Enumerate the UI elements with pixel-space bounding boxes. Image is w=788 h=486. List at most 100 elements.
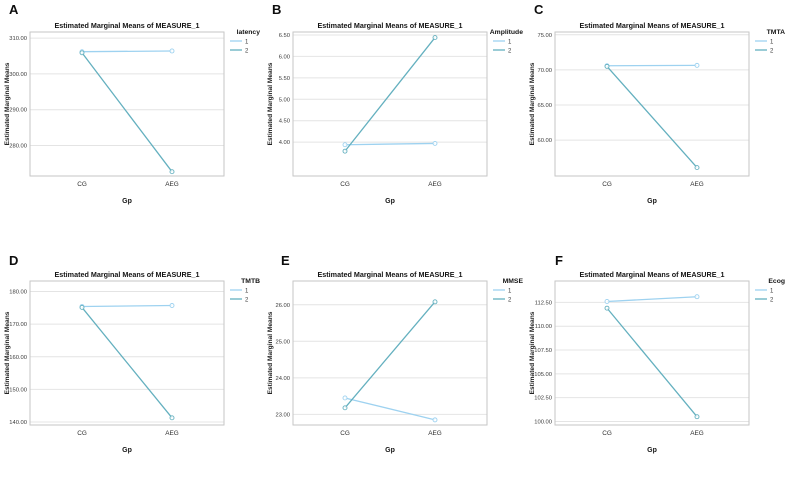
series-line-1 [81, 50, 173, 53]
y-axis-label: Estimated Marginal Means [4, 311, 11, 394]
series-line-2 [606, 307, 698, 418]
data-point-marker [169, 169, 175, 175]
data-point-marker [79, 304, 85, 310]
plot-area: 112.50 110.00 107.50 105.00 102.50 100.00 CG AE… [535, 280, 750, 437]
y-tick-label: 60.00 [538, 138, 553, 144]
series-line-1 [607, 296, 698, 303]
panel-letter: A [9, 2, 19, 17]
plot-frame [29, 280, 225, 426]
line-chart-d: D Estimated Marginal Means of MEASURE_1 … [4, 253, 260, 454]
panel-letter: B [272, 2, 281, 17]
x-axis-label: Gp [122, 198, 132, 205]
series-line-2 [344, 37, 436, 152]
data-point-marker [342, 395, 348, 401]
y-tick-label: 4.50 [278, 119, 289, 125]
y-tick-label: 102.50 [535, 396, 553, 402]
x-category-label: AEG [428, 430, 442, 437]
line-chart-e: E Estimated Marginal Means of MEASURE_1 … [267, 253, 523, 454]
y-axis-label: Estimated Marginal Means [267, 311, 274, 394]
x-category-label: AEG [165, 181, 179, 188]
y-tick-label: 107.50 [535, 348, 553, 354]
x-category-label: CG [77, 430, 87, 437]
plot-frame [292, 31, 488, 177]
x-category-label: CG [603, 181, 613, 188]
y-tick-label: 290.00 [9, 108, 27, 114]
legend-entry-label: 1 [245, 289, 249, 295]
plot-frame [29, 31, 225, 177]
x-axis-label: Gp [385, 447, 395, 454]
series-line-2 [344, 301, 436, 409]
x-category-label: CG [340, 430, 350, 437]
y-tick-label: 105.00 [535, 372, 553, 378]
legend-entry-label: 1 [245, 40, 249, 46]
y-tick-label: 280.00 [9, 144, 27, 150]
panel-e: E Estimated Marginal Means of MEASURE_1 … [262, 243, 526, 486]
y-tick-label: 180.00 [9, 289, 27, 295]
y-axis-label: Estimated Marginal Means [529, 311, 536, 394]
chart-title: Estimated Marginal Means of MEASURE_1 [317, 21, 462, 30]
line-chart-f: F Estimated Marginal Means of MEASURE_1 … [529, 253, 786, 454]
legend-entry-label: 1 [508, 40, 512, 46]
chart-title: Estimated Marginal Means of MEASURE_1 [580, 21, 725, 30]
line-chart-b: B Estimated Marginal Means of MEASURE_1 … [267, 2, 523, 205]
legend-entry-label: 1 [770, 289, 774, 295]
legend-entry-label: 1 [770, 40, 774, 46]
x-category-label: CG [340, 181, 350, 188]
y-tick-label: 100.00 [535, 419, 553, 425]
panel-f: F Estimated Marginal Means of MEASURE_1 … [525, 243, 788, 486]
legend-title: Amplitude [489, 29, 522, 36]
legend-entry-label: 2 [770, 49, 774, 55]
data-point-marker [169, 303, 175, 308]
panel-a: A Estimated Marginal Means of MEASURE_1 … [0, 0, 263, 243]
y-tick-label: 170.00 [9, 322, 27, 328]
legend-entry-label: 2 [508, 298, 512, 304]
data-point-marker [694, 294, 700, 300]
data-point-marker [604, 305, 610, 311]
y-tick-label: 6.50 [278, 33, 289, 39]
y-tick-label: 24.00 [275, 376, 290, 382]
chart-title: Estimated Marginal Means of MEASURE_1 [55, 21, 200, 30]
data-point-marker [169, 48, 175, 54]
plot-area: 180.00 170.00 160.00 150.00 140.00 CG AEG [9, 280, 225, 437]
panel-letter: F [555, 253, 563, 268]
data-point-marker [342, 148, 348, 154]
y-tick-label: 140.00 [9, 420, 27, 426]
y-tick-label: 25.00 [275, 339, 290, 345]
plot-area: 6.50 6.00 5.50 5.00 4.50 4.00 CG AEG [278, 31, 488, 188]
series-line-2 [81, 52, 173, 173]
plot-frame [554, 280, 750, 426]
legend-entry-label: 2 [245, 298, 249, 304]
x-category-label: AEG [428, 181, 442, 188]
y-axis-label: Estimated Marginal Means [4, 62, 11, 145]
data-point-marker [694, 165, 700, 171]
y-tick-label: 112.50 [535, 300, 552, 306]
x-axis-label: Gp [647, 447, 657, 454]
y-axis-label: Estimated Marginal Means [529, 62, 536, 145]
x-category-label: AEG [691, 181, 705, 188]
y-tick-label: 110.00 [535, 324, 552, 330]
plot-frame [554, 31, 750, 177]
x-category-label: AEG [165, 430, 179, 437]
y-tick-label: 5.00 [278, 97, 289, 103]
legend-entry-label: 2 [770, 298, 774, 304]
plot-area: 75.00 70.00 65.00 60.00 CG AEG [538, 31, 750, 188]
legend-title: Ecog [769, 278, 786, 285]
data-point-marker [432, 140, 438, 146]
y-tick-label: 23.00 [275, 412, 290, 418]
data-point-marker [604, 299, 610, 304]
data-point-marker [604, 63, 610, 69]
plot-frame [292, 280, 488, 426]
legend-entry-label: 2 [245, 49, 249, 55]
x-axis-label: Gp [385, 198, 395, 205]
legend-title: TMTB [241, 278, 260, 285]
line-chart-c: C Estimated Marginal Means of MEASURE_1 … [529, 2, 785, 205]
y-tick-label: 300.00 [9, 72, 27, 78]
legend-entry-label: 2 [508, 49, 512, 55]
series-line-2 [81, 307, 173, 419]
series-line-1 [81, 304, 173, 308]
legend-entry-label: 1 [508, 289, 512, 295]
legend-title: latency [237, 29, 261, 36]
data-point-marker [432, 417, 438, 423]
data-point-marker [79, 50, 85, 56]
x-axis-label: Gp [122, 447, 132, 454]
